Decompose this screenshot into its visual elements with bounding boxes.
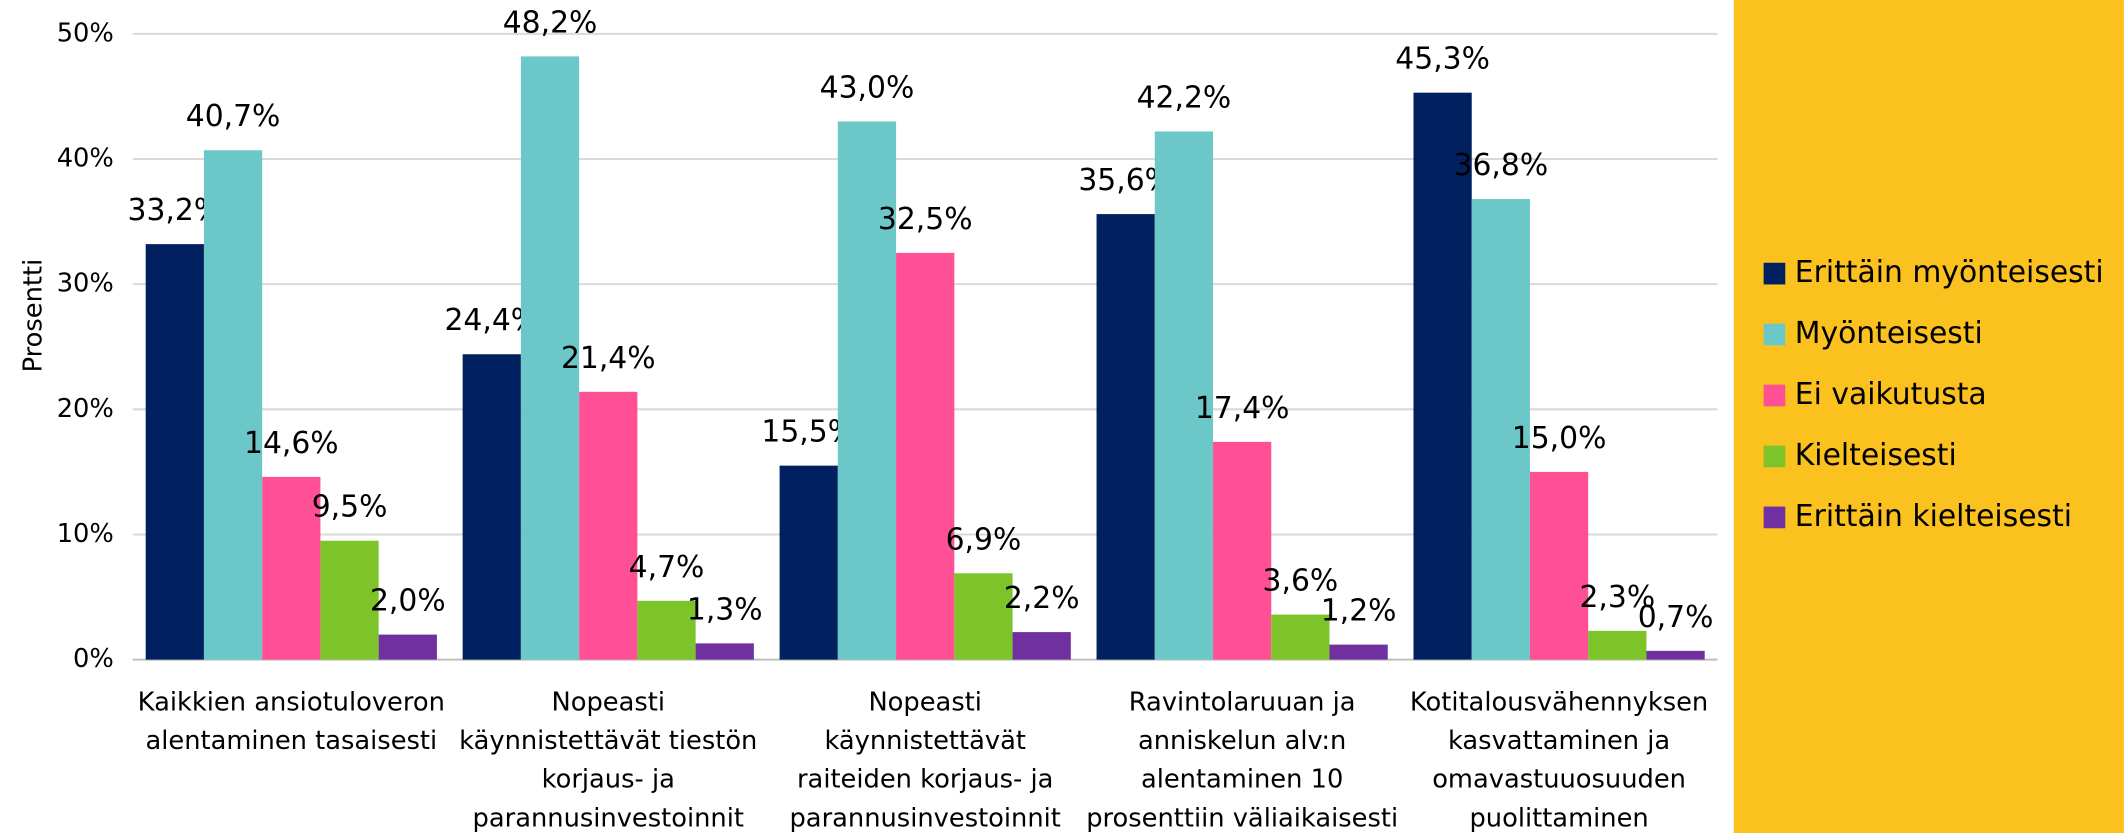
x-tick-label: käynnistettävät tiestön [459, 726, 757, 756]
bar [1096, 214, 1155, 660]
value-label: 15,0% [1512, 421, 1607, 456]
value-label: 17,4% [1195, 391, 1290, 426]
x-tick-label: korjaus- ja [542, 765, 675, 795]
value-label: 43,0% [820, 70, 915, 105]
legend-swatch [1763, 262, 1786, 285]
x-tick-label: Kotitalousvähennyksen [1410, 687, 1708, 717]
x-tick-label: anniskelun alv:n [1138, 726, 1346, 756]
legend-swatch [1763, 323, 1786, 346]
value-label: 45,3% [1395, 42, 1490, 77]
bar [203, 150, 263, 660]
value-label: 1,3% [687, 592, 763, 627]
bar [145, 244, 204, 660]
bar [1154, 131, 1214, 660]
value-label: 42,2% [1137, 80, 1232, 115]
x-tick-label: alentaminen 10 [1141, 765, 1343, 795]
legend-label: Erittäin myönteisesti [1795, 255, 2104, 290]
bar [779, 465, 838, 660]
legend-swatch [1763, 506, 1786, 529]
y-axis-label: Prosentti [18, 259, 48, 373]
x-tick-label: alentaminen tasaisesti [145, 726, 437, 756]
x-tick-label: Nopeasti [551, 687, 665, 717]
legend-panel [1733, 0, 2124, 833]
y-tick-label: 50% [57, 18, 114, 48]
value-label: 2,3% [1579, 580, 1655, 615]
bar [1329, 644, 1388, 660]
legend-swatch [1763, 384, 1786, 407]
value-label: 3,6% [1263, 564, 1339, 599]
bar [1012, 632, 1071, 660]
x-tick-label: prosenttiin väliaikaisesti [1086, 803, 1398, 833]
bar [695, 643, 754, 660]
x-tick-label: Kaikkien ansiotuloveron [138, 687, 445, 717]
value-label: 14,6% [244, 426, 339, 461]
bar [1588, 630, 1647, 660]
bar [462, 354, 521, 660]
value-label: 36,8% [1454, 148, 1549, 183]
value-label: 21,4% [561, 341, 656, 376]
y-tick-label: 10% [57, 519, 114, 549]
bar [378, 634, 437, 660]
legend-label: Myönteisesti [1795, 316, 1983, 351]
bar [320, 540, 379, 660]
y-tick-label: 30% [57, 269, 114, 299]
bar [1646, 650, 1705, 660]
value-label: 4,7% [629, 550, 705, 585]
y-tick-label: 0% [73, 644, 114, 674]
value-label: 2,2% [1004, 581, 1080, 616]
bar [1213, 441, 1272, 660]
bar [896, 252, 955, 660]
bar [1413, 92, 1472, 660]
x-tick-label: käynnistettävät [824, 726, 1025, 756]
value-label: 40,7% [186, 99, 281, 134]
y-tick-label: 40% [57, 144, 114, 174]
legend-label: Erittäin kielteisesti [1795, 499, 2072, 534]
x-tick-label: omavastuuosuuden [1432, 765, 1686, 795]
x-tick-label: Nopeasti [868, 687, 982, 717]
bar [837, 121, 897, 660]
bar [262, 476, 321, 660]
bar [520, 56, 580, 660]
bar [637, 600, 696, 660]
value-label: 9,5% [312, 490, 388, 525]
value-label: 48,2% [503, 5, 598, 40]
value-label: 2,0% [370, 584, 446, 619]
value-label: 0,7% [1638, 600, 1714, 635]
x-tick-label: Ravintolaruuan ja [1129, 687, 1356, 717]
x-tick-label: kasvattaminen ja [1448, 726, 1670, 756]
x-tick-label: parannusinvestoinnit [473, 803, 744, 833]
value-label: 32,5% [878, 202, 973, 237]
x-tick-label: parannusinvestoinnit [789, 803, 1060, 833]
x-tick-label: puolittaminen [1469, 803, 1648, 833]
y-tick-label: 20% [57, 394, 114, 424]
value-label: 6,9% [946, 522, 1022, 557]
legend-label: Ei vaikutusta [1795, 377, 1987, 412]
bar [1529, 471, 1589, 660]
bar [579, 391, 638, 660]
legend-swatch [1763, 445, 1786, 468]
value-label: 1,2% [1321, 594, 1397, 629]
legend-label: Kielteisesti [1795, 438, 1957, 473]
bar [1471, 199, 1530, 660]
bar [954, 573, 1013, 660]
x-tick-label: raiteiden korjaus- ja [797, 765, 1053, 795]
bar [1271, 614, 1330, 660]
